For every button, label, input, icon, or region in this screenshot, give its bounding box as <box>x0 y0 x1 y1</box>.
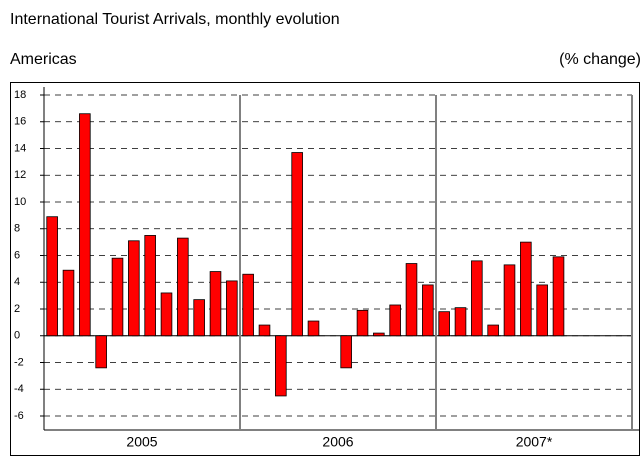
bar <box>79 113 91 337</box>
bar <box>128 240 140 337</box>
y-tick-label: -4 <box>14 383 24 395</box>
bar <box>209 271 222 337</box>
y-tick-label: 8 <box>14 223 20 235</box>
y-tick-label: 2 <box>14 303 20 315</box>
bar <box>144 235 156 337</box>
y-tick-label: 6 <box>14 249 20 261</box>
x-tick-label: 2006 <box>322 434 353 450</box>
chart-title: International Tourist Arrivals, monthly … <box>10 11 340 28</box>
bar <box>177 237 189 337</box>
bar <box>438 311 450 337</box>
bar <box>503 264 516 337</box>
y-tick-label: 12 <box>14 169 26 181</box>
bar <box>422 284 434 337</box>
bar <box>111 257 124 337</box>
chart-subtitle: Americas <box>10 51 77 68</box>
y-tick-label: 10 <box>14 196 26 208</box>
y-tick-label: -2 <box>14 356 24 368</box>
bar <box>405 263 418 337</box>
y-tick-label: 0 <box>14 330 20 342</box>
bar <box>389 304 401 337</box>
y-tick-label: 4 <box>14 276 20 288</box>
bar <box>226 280 238 337</box>
bar <box>46 216 58 337</box>
bar <box>291 152 303 337</box>
bar <box>95 335 107 369</box>
x-tick-label: 2007* <box>516 434 553 450</box>
y-tick-label: 14 <box>14 142 26 154</box>
x-tick-label: 2005 <box>126 434 157 450</box>
bar <box>62 269 75 337</box>
bar <box>275 335 287 397</box>
bar <box>552 256 565 337</box>
bar <box>487 324 499 337</box>
bar <box>471 260 483 337</box>
bar <box>258 324 271 337</box>
bar <box>356 309 369 337</box>
y-tick-label: 16 <box>14 116 26 128</box>
bar <box>307 320 320 337</box>
bar <box>160 292 173 337</box>
bar <box>536 284 548 337</box>
bar <box>340 335 352 369</box>
unit-label: (% change) <box>559 51 641 68</box>
bar <box>242 273 254 337</box>
chart-frame <box>10 82 640 456</box>
y-tick-label: 18 <box>14 89 26 101</box>
bar <box>193 299 205 337</box>
bar <box>454 307 467 337</box>
y-tick-label: -6 <box>14 410 24 422</box>
bar <box>373 332 385 337</box>
bar <box>520 241 532 337</box>
